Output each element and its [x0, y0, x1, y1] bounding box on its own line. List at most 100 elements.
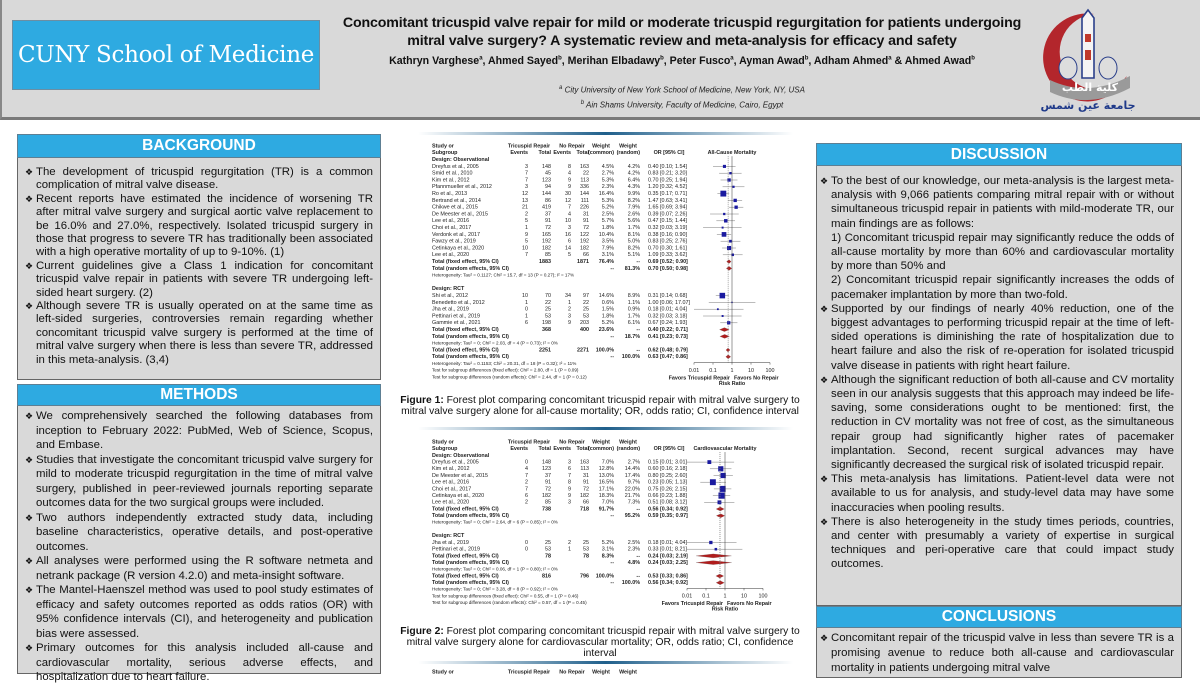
cell-n2: 192 [580, 239, 589, 245]
cell-e1: 10 [522, 245, 528, 251]
column-header-study: Study or [432, 669, 455, 675]
caption-text: Forest plot comparing concomitant tricus… [406, 626, 800, 659]
study-square [718, 492, 725, 499]
bullet-icon: ❖ [25, 167, 34, 177]
study-name: Cetinkaya et al., 2020 [432, 493, 484, 499]
study-name: Kim et al., 2012 [432, 177, 469, 183]
author: Kathryn Varghesea [389, 55, 482, 67]
column-header-weight: Weight [619, 439, 637, 445]
cell-n1: 37 [545, 473, 551, 479]
cell-or-ci: 0.70 [0.50; 0.98] [648, 266, 688, 272]
cell-wc: 12.8% [599, 466, 614, 472]
overall-fixed-label: Total (fixed effect, 95% CI) [432, 347, 499, 353]
cell-or-ci: 0.63 [0.47; 0.86] [648, 354, 688, 360]
study-name: Ro et al., 2013 [432, 191, 467, 197]
cell-n2: 163 [580, 164, 589, 170]
author-name: Merihan Elbadawy [567, 55, 661, 67]
cell-or-ci: 0.23 [0.05; 1.13] [648, 480, 687, 486]
study-name: Kim et al., 2012 [432, 466, 469, 472]
author-name: Adham Ahmed [813, 55, 889, 67]
subgroup-fixed-label: Total (fixed effect, 95% CI) [432, 327, 499, 333]
cell-n1: 91 [545, 218, 551, 224]
cell-n2: 113 [580, 177, 589, 183]
bullet-text: Studies that investigate the concomitant… [36, 453, 373, 510]
cell-wr: 1.7% [628, 313, 640, 319]
cell-wc: 14.6% [599, 293, 614, 299]
cell-n2: 111 [581, 198, 589, 204]
cell-or-ci: 0.18 [0.01; 4.04] [648, 540, 687, 546]
affiliation-text: City University of New York School of Me… [564, 85, 805, 95]
cell-n2: 91 [583, 218, 589, 224]
heterogeneity-text: Heterogeneity: Tau² = 0.1153; Chi² = 20.… [432, 361, 576, 366]
discussion-heading: DISCUSSION [816, 143, 1182, 166]
overall-fixed-diamond [725, 347, 731, 353]
cell-n2: 2271 [577, 347, 589, 353]
cell-n2: 718 [580, 506, 589, 512]
cell-wr: 6.1% [628, 320, 640, 326]
figure-divider [418, 132, 793, 135]
cell-wr: 18.7% [625, 334, 640, 340]
study-square [727, 178, 731, 182]
cell-wr: 4.8% [628, 560, 640, 566]
cell-wr: 8.2% [628, 245, 640, 251]
subgroup-test-text: Test for subgroup differences (random ef… [432, 374, 587, 379]
cell-e1: 2 [525, 211, 528, 217]
cell-wr: 9.7% [628, 480, 640, 486]
bullet-item: ❖ This meta-analysis has limitations. Pat… [820, 472, 1174, 515]
study-name: Choi et al., 2017 [432, 486, 471, 492]
cell-e1: 9 [525, 232, 528, 238]
cell-e1: 13 [522, 198, 528, 204]
study-square [723, 212, 726, 216]
cell-e2: 14 [565, 245, 571, 251]
cell-wr: -- [636, 347, 640, 353]
study-square [729, 239, 732, 243]
cell-n1: 25 [545, 540, 551, 546]
cuny-logo-box: CUNY School of Medicine [12, 20, 320, 90]
figure-2-caption: Figure 2: Forest plot comparing concomit… [400, 626, 800, 659]
cell-e1: 0 [525, 307, 528, 313]
cell-or-ci: 0.38 [0.16; 0.90] [648, 232, 687, 238]
cell-e2: 2 [568, 307, 571, 313]
study-name: Cetinkaya et al., 2020 [432, 245, 484, 251]
cell-n1: 37 [545, 211, 551, 217]
ain-shams-medicine-logo: كلية الطب جامعة عين شمس [1040, 8, 1136, 112]
study-name: Smid et al., 2010 [432, 171, 472, 177]
x-tick-label: 10 [748, 368, 754, 374]
cell-wc: 91.7% [599, 506, 614, 512]
cell-n1: 182 [542, 245, 551, 251]
cell-wr: 21.7% [625, 493, 640, 499]
cell-or-ci: 0.67 [0.24; 1.93] [648, 320, 687, 326]
cell-wr: 100.0% [622, 580, 640, 586]
cell-e2: 5 [568, 252, 571, 258]
column-header-or: OR [95% CI] [654, 150, 685, 156]
bullet-icon: ❖ [820, 303, 829, 314]
cell-wc: 13.0% [599, 473, 614, 479]
study-name: Lee et al., 2020 [432, 500, 469, 506]
cell-wr: 0.9% [628, 307, 640, 313]
cell-wr: 5.0% [628, 239, 640, 245]
cell-e1: 3 [525, 184, 528, 190]
cell-wr: 9.9% [628, 191, 640, 197]
study-name: Chikwe et al., 2015 [432, 205, 478, 211]
cell-e1: 7 [525, 252, 528, 258]
column-header-weight: Weight [592, 143, 610, 149]
bullet-icon: ❖ [820, 633, 829, 643]
study-name: Lee et al., 2016 [432, 480, 469, 486]
bullet-item: ❖ Studies that investigate the concomitan… [25, 453, 373, 511]
cell-wc: 7.0% [602, 460, 614, 466]
logo-text-university: جامعة عين شمس [1040, 99, 1135, 112]
cell-or-ci: 0.32 [0.03; 3.18] [648, 313, 687, 319]
study-square [727, 321, 731, 325]
cell-n2: 25 [583, 307, 589, 313]
hieroglyph-mark [1085, 50, 1091, 60]
cell-wr: 6.4% [628, 177, 640, 183]
favors-right-label: Favors No Repair [727, 601, 773, 607]
column-header-or: OR [95% CI] [654, 446, 685, 452]
subgroup-test-text: Test for subgroup differences (random ef… [432, 600, 587, 605]
cell-wc: -- [610, 560, 614, 566]
cell-e1: 1 [525, 225, 528, 231]
cell-wc: -- [610, 354, 614, 360]
bullet-text: All analyses were performed using the R … [36, 555, 373, 582]
cell-wc: 1.5% [602, 307, 614, 313]
